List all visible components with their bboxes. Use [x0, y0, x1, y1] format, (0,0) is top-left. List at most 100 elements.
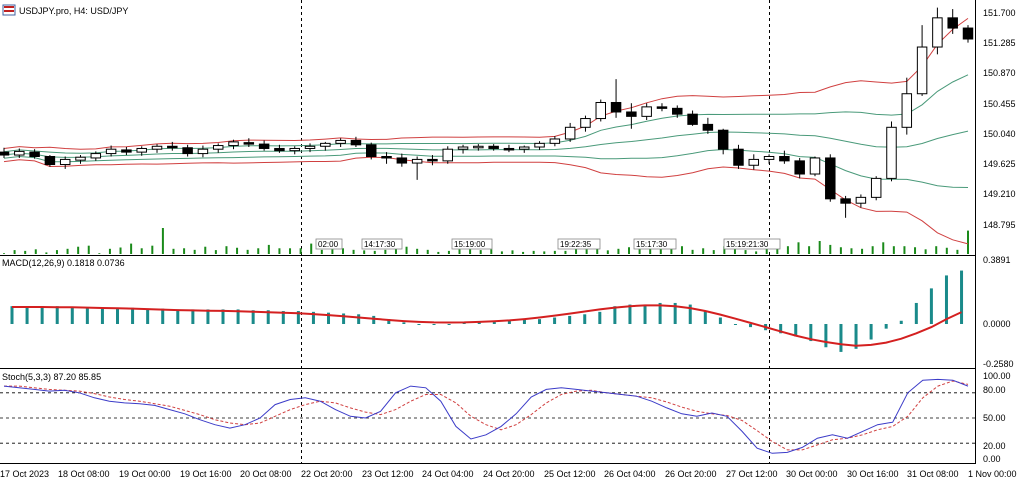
macd-histogram-bar — [522, 319, 526, 324]
volume-bar — [861, 248, 864, 254]
candle — [580, 115, 591, 132]
x-tick-label: 30 Oct 16:00 — [847, 469, 899, 479]
candle — [855, 194, 867, 208]
macd-histogram-bar — [10, 306, 14, 324]
candle — [794, 157, 805, 179]
volume-bar — [458, 249, 461, 254]
macd-histogram-bar — [236, 309, 240, 324]
bb-lower-line — [3, 156, 969, 245]
y-tick-label: 151.285 — [983, 38, 1016, 48]
volume-bar — [246, 249, 249, 254]
candle-body — [136, 147, 147, 153]
macd-histogram-bar — [944, 275, 948, 324]
volume-bar — [161, 228, 164, 254]
macd-histogram-bar — [839, 324, 843, 352]
candle — [59, 156, 71, 169]
volume-bar — [416, 248, 419, 254]
volume-bar — [882, 242, 885, 254]
event-markers: 02:00 14:17:30 15:19:00 19:22:35 15:17:3… — [315, 238, 781, 250]
volume-bar — [924, 249, 927, 254]
volume-bar — [13, 250, 16, 254]
candle — [473, 144, 484, 151]
candle — [197, 145, 209, 158]
candle-body — [962, 27, 974, 40]
candle — [182, 144, 193, 157]
macd-histogram-bar — [402, 322, 406, 324]
volume-bar — [119, 247, 122, 254]
candle-body — [14, 150, 25, 156]
candle-body — [870, 177, 882, 198]
candle-body — [411, 158, 423, 164]
volume-bar — [850, 248, 853, 254]
x-tick-label: 30 Oct 00:00 — [786, 469, 838, 479]
x-tick-label: 20 Oct 08:00 — [240, 469, 292, 479]
candle — [962, 25, 974, 43]
macd-histogram-bar — [146, 308, 150, 324]
candle-body — [672, 107, 683, 115]
macd-histogram-bar — [658, 302, 662, 324]
volume-bar — [935, 246, 938, 254]
x-tick-label: 23 Oct 12:00 — [362, 469, 414, 479]
candle — [672, 105, 683, 118]
candle-body — [519, 146, 530, 150]
stoch-level-lines — [0, 392, 975, 444]
volume-bar — [66, 248, 69, 254]
candle — [258, 140, 270, 151]
candle — [733, 144, 744, 169]
volume-bar — [575, 248, 578, 254]
bb-inner-upper-line — [3, 74, 969, 154]
x-tick-label: 24 Oct 20:00 — [483, 469, 535, 479]
y-tick-label: 150.870 — [983, 68, 1016, 78]
event-marker[interactable]: 02:00 — [315, 238, 343, 250]
volume-bar — [914, 247, 917, 254]
y-tick-label: 80.00 — [983, 385, 1006, 395]
candle-body — [947, 17, 958, 29]
macd-histogram-bar — [492, 320, 496, 324]
macd-histogram-bar — [70, 306, 74, 324]
candle — [595, 99, 607, 122]
stoch-title: Stoch(5,3,3) 87.20 85.85 — [2, 372, 101, 382]
volume-bar — [956, 249, 959, 254]
event-marker[interactable]: 14:17:30 — [361, 238, 403, 250]
macd-histogram-bar — [296, 311, 300, 324]
volume-bar — [490, 249, 493, 254]
macd-histogram-bar — [613, 306, 617, 324]
event-marker[interactable]: 15:17:30 — [633, 238, 677, 250]
candle-body — [549, 138, 561, 144]
volume-bar — [299, 248, 302, 254]
candle — [779, 150, 790, 164]
macd-histogram-bar — [733, 324, 737, 325]
volume-bar — [236, 247, 239, 254]
y-tick-label: 0.3891 — [983, 255, 1011, 265]
volume-bar — [183, 248, 186, 254]
candle — [136, 146, 147, 156]
candle-body — [442, 148, 453, 162]
y-tick-label: 148.795 — [983, 220, 1016, 230]
candle — [289, 146, 300, 155]
volume-bar — [522, 251, 525, 254]
volume-bar — [786, 246, 789, 254]
macd-histogram-bar — [40, 306, 44, 324]
volume-bar — [532, 250, 535, 254]
macd-histogram-bar — [191, 309, 195, 324]
volume-bar — [278, 248, 281, 254]
x-axis: 17 Oct 2023 18 Oct 08:00 19 Oct 00:00 19… — [0, 469, 1017, 479]
candle — [488, 144, 499, 151]
macd-histogram-bar — [387, 319, 391, 324]
event-marker[interactable]: 15:19:21:30 — [723, 238, 781, 250]
y-tick-label: 151.700 — [983, 8, 1016, 18]
y-tick-label: 50.00 — [983, 413, 1006, 423]
event-marker[interactable]: 19:22:35 — [557, 238, 601, 250]
bb-middle-line — [3, 130, 969, 158]
volume-bar — [193, 249, 196, 254]
event-marker[interactable]: 15:19:00 — [451, 238, 493, 250]
candle-body — [733, 148, 744, 166]
stoch-lines — [3, 378, 969, 454]
macd-histogram-bar — [688, 304, 692, 324]
candle-body — [626, 111, 637, 117]
macd-histogram-bar — [854, 324, 858, 349]
volume-bar — [596, 246, 599, 254]
macd-histogram — [10, 270, 964, 352]
candle-body — [212, 145, 224, 150]
